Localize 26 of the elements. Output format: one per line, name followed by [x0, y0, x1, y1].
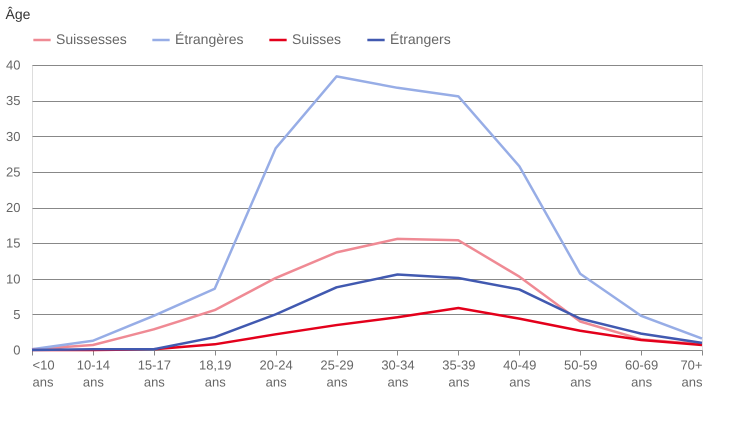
y-tick-label: 10: [6, 271, 20, 286]
x-tick-label: 25-29 ans: [320, 358, 354, 390]
x-tick-label: 40-49 ans: [503, 358, 536, 390]
x-tick-label: 30-34 ans: [381, 358, 415, 390]
y-tick-label: 35: [6, 93, 20, 108]
x-tick-label: 18,19 ans: [198, 358, 232, 390]
y-tick-label: 25: [6, 164, 20, 180]
x-tick-label: 10-14 ans: [76, 358, 110, 390]
y-tick-label: 15: [6, 236, 20, 251]
legend-label: Suissesses: [56, 31, 127, 47]
x-tick-label: 60-69 ans: [624, 358, 658, 390]
y-tick-label: 5: [13, 306, 20, 322]
legend-label: Suisses: [292, 31, 342, 47]
chart-title: Âge: [6, 6, 31, 22]
y-tick-label: 20: [6, 200, 20, 215]
x-tick-label: 20-24 ans: [260, 358, 293, 390]
x-tick-label: 35-39 ans: [442, 358, 476, 390]
x-tick-label: 70+ ans: [680, 358, 703, 390]
x-tick-label: 50-59 ans: [564, 358, 598, 390]
y-tick-label: 30: [6, 128, 20, 144]
legend-label: Étrangers: [390, 31, 451, 47]
legend-label: Étrangères: [175, 31, 244, 47]
y-tick-label: 0: [13, 342, 20, 358]
y-tick-label: 40: [6, 58, 20, 72]
x-tick-label: 15-17 ans: [138, 358, 171, 390]
x-tick-label: <10 ans: [32, 358, 55, 390]
